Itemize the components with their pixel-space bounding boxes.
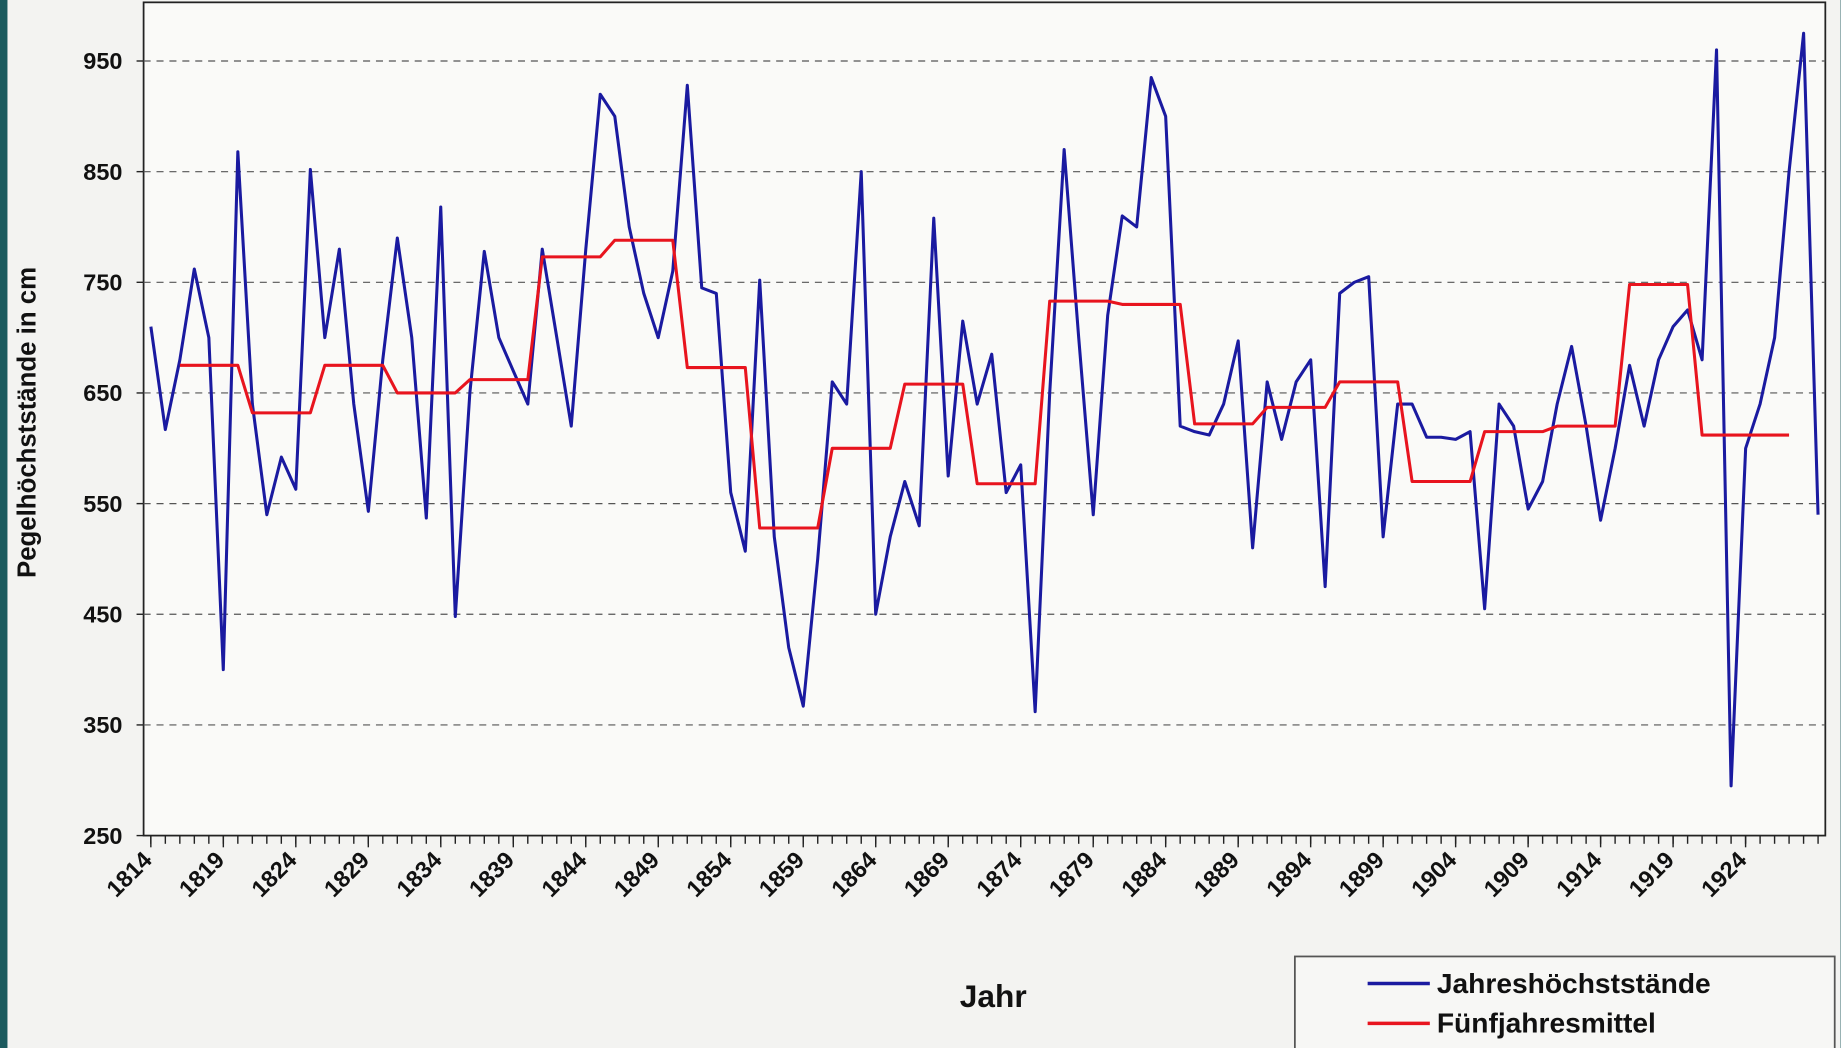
y-tick-label: 450	[83, 601, 122, 627]
legend-label: Fünfjahresmittel	[1437, 1008, 1656, 1039]
series-line	[179, 238, 1790, 530]
y-tick-label: 250	[83, 823, 122, 849]
legend-box	[1293, 955, 1836, 1048]
y-tick-label: 750	[83, 270, 122, 296]
series-line	[149, 31, 1820, 788]
legend: Jahreshöchststände Fünfjahresmittel	[1293, 955, 1836, 1048]
x-axis-label: Jahr	[960, 978, 1027, 1014]
y-tick-label: 950	[83, 48, 122, 74]
legend-label: Jahreshöchststände	[1437, 968, 1711, 999]
plot-area	[142, 1, 1827, 837]
y-tick-label: 650	[83, 380, 122, 406]
y-tick-label: 350	[83, 712, 122, 738]
y-axis-label: Pegelhöchststände in cm	[14, 267, 42, 578]
y-tick-label: 850	[83, 159, 122, 185]
y-tick-label: 550	[83, 491, 122, 517]
